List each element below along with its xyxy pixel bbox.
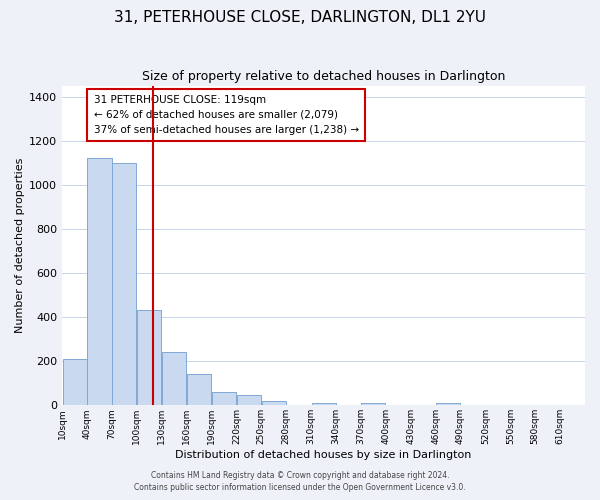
- Bar: [162, 352, 186, 406]
- Y-axis label: Number of detached properties: Number of detached properties: [15, 158, 25, 333]
- Bar: [112, 162, 136, 406]
- Bar: [88, 158, 112, 406]
- Bar: [187, 374, 211, 406]
- Bar: [361, 403, 385, 406]
- Bar: [311, 403, 335, 406]
- Title: Size of property relative to detached houses in Darlington: Size of property relative to detached ho…: [142, 70, 505, 83]
- Text: 31, PETERHOUSE CLOSE, DARLINGTON, DL1 2YU: 31, PETERHOUSE CLOSE, DARLINGTON, DL1 2Y…: [114, 10, 486, 25]
- Text: Contains HM Land Registry data © Crown copyright and database right 2024.
Contai: Contains HM Land Registry data © Crown c…: [134, 471, 466, 492]
- Bar: [436, 403, 460, 406]
- Bar: [62, 359, 86, 406]
- Text: 31 PETERHOUSE CLOSE: 119sqm
← 62% of detached houses are smaller (2,079)
37% of : 31 PETERHOUSE CLOSE: 119sqm ← 62% of det…: [94, 95, 359, 134]
- Bar: [262, 401, 286, 406]
- Bar: [212, 392, 236, 406]
- Bar: [237, 396, 261, 406]
- Bar: [137, 310, 161, 406]
- X-axis label: Distribution of detached houses by size in Darlington: Distribution of detached houses by size …: [175, 450, 472, 460]
